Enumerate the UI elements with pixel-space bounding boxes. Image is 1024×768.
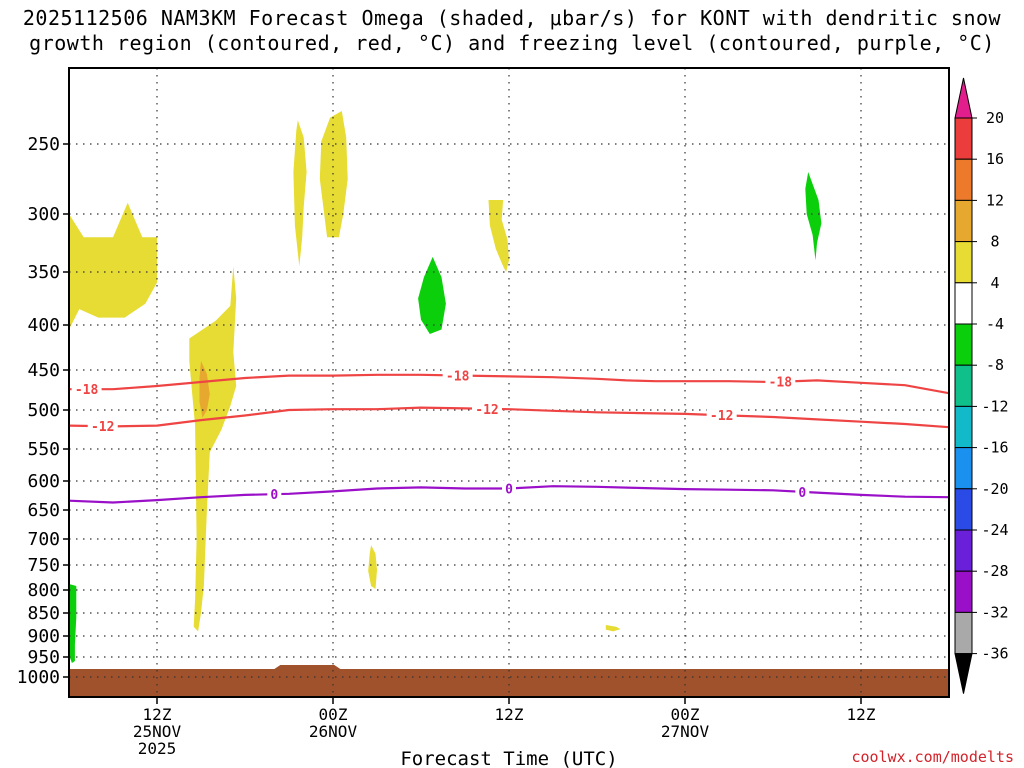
contour-label-bg — [87, 418, 118, 435]
colorbar-label-10: -24 — [981, 521, 1008, 539]
colorbar-label-6: -8 — [986, 356, 1004, 374]
colorbar-label-11: -28 — [981, 562, 1008, 580]
colorbar-arrow-bottom — [954, 653, 973, 694]
x-axis-title: Forecast Time (UTC) — [400, 748, 617, 768]
shaded-region-lift-low-21z — [368, 545, 377, 589]
x-tick-label-30: 12Z — [495, 705, 524, 724]
y-tick-label-800: 800 — [27, 580, 60, 601]
colorbar-bin-11 — [954, 529, 973, 572]
contour-label--12-0: -12 — [91, 420, 114, 435]
y-tick-label-500: 500 — [27, 400, 60, 421]
colorbar-bin-7 — [954, 364, 973, 407]
colorbar-label-7: -12 — [981, 397, 1008, 415]
contour-label-bg — [795, 483, 810, 500]
colorbar-bin-13 — [954, 611, 973, 655]
shaded-region-sink-25z — [418, 256, 446, 334]
y-tick-label-550: 550 — [27, 439, 60, 460]
colorbar-label-0: 20 — [986, 109, 1004, 127]
contour-label--12-2: -12 — [710, 409, 733, 424]
contour-label--18-0: -18 — [75, 383, 99, 398]
contour-label-bg — [472, 400, 502, 417]
shaded-region-sink-50z — [805, 172, 822, 261]
shaded-region-lift-speck-37z — [605, 625, 621, 632]
contour-label--18-2: -18 — [769, 376, 793, 391]
y-axis: 2503003504004505005506006507007508008509… — [17, 134, 69, 688]
contour-label--18-1: -18 — [446, 369, 470, 384]
contour-label-0-2: 0 — [798, 486, 806, 501]
shaded-region-sink-left-low — [69, 584, 77, 663]
y-tick-label-850: 850 — [27, 603, 60, 624]
shaded-region-lift-column-9z — [189, 266, 237, 632]
x-tick-label-54: 12Z — [847, 705, 876, 724]
colorbar-bin-5 — [954, 282, 973, 325]
colorbar-label-1: 16 — [986, 150, 1004, 168]
site-credit: coolwx.com/modelts — [851, 748, 1014, 766]
colorbar-label-9: -20 — [981, 480, 1008, 498]
y-tick-label-950: 950 — [27, 647, 60, 668]
y-tick-label-600: 600 — [27, 471, 60, 492]
shaded-region-lift-upper-17z — [293, 120, 307, 267]
contour-label-bg — [765, 373, 796, 390]
y-tick-label-400: 400 — [27, 315, 60, 336]
y-tick-label-450: 450 — [27, 360, 60, 381]
ground-fill — [69, 669, 949, 697]
colorbar-label-5: -4 — [986, 315, 1004, 333]
colorbar-bin-3 — [954, 199, 973, 243]
colorbar-label-12: -32 — [981, 603, 1008, 621]
colorbar-bin-9 — [954, 447, 973, 490]
contour-label-0-1: 0 — [505, 483, 513, 498]
colorbar-label-8: -16 — [981, 439, 1008, 457]
y-tick-label-1000: 1000 — [17, 667, 60, 688]
contour-label-bg — [502, 480, 516, 497]
colorbar-bin-2 — [954, 158, 973, 201]
y-tick-label-350: 350 — [27, 262, 60, 283]
contour-label-bg — [706, 407, 737, 424]
shaded-region-lift-upper-19z — [319, 111, 348, 238]
chart-title-line-2: growth region (contoured, red, °C) and f… — [29, 31, 995, 55]
x-tick-date-18: 26NOV — [309, 722, 358, 741]
omega-shading-layer — [69, 111, 822, 663]
contour-label-bg — [442, 367, 473, 384]
colorbar-bin-10 — [954, 488, 973, 531]
shaded-region-lift-core-9z — [199, 361, 210, 418]
colorbar-bin-8 — [954, 405, 973, 449]
colorbar-bin-12 — [954, 570, 973, 613]
colorbar: 20 16 12 8 4 -4 -8 -12 -16 -20 -24 -28 -32 -36 — [954, 77, 1009, 694]
x-tick-label-18: 00Z — [319, 705, 348, 724]
x-tick-label-42: 00Z — [671, 705, 700, 724]
y-tick-label-900: 900 — [27, 626, 60, 647]
colorbar-bin-4 — [954, 241, 973, 284]
colorbar-arrow-top — [954, 77, 973, 119]
colorbar-bin-6 — [954, 323, 973, 366]
shaded-region-lift-upper-28z — [488, 200, 509, 272]
shaded-region-lift-upper-left — [69, 202, 157, 330]
contour-label-0-0: 0 — [270, 488, 278, 503]
contour-layer: -18 -18 -18 -12 -12 -12 0 0 0 — [69, 367, 949, 504]
y-tick-label-750: 750 — [27, 555, 60, 576]
x-tick-year-6: 2025 — [138, 739, 177, 758]
contour-line--12 — [69, 406, 949, 429]
x-tick-label-6: 12Z — [143, 705, 172, 724]
y-tick-label-300: 300 — [27, 204, 60, 225]
y-tick-label-700: 700 — [27, 529, 60, 550]
contour-label-bg — [267, 486, 282, 503]
contour-label--12-1: -12 — [475, 403, 498, 418]
y-tick-label-650: 650 — [27, 500, 60, 521]
colorbar-label-4: 4 — [990, 274, 999, 292]
chart-title-line-1: 2025112506 NAM3KM Forecast Omega (shaded… — [22, 6, 1002, 30]
x-tick-date-6: 25NOV — [133, 722, 182, 741]
colorbar-bin-1 — [954, 117, 973, 160]
ground-bump — [274, 665, 341, 669]
contour-label-bg — [71, 381, 102, 398]
colorbar-label-2: 12 — [986, 191, 1004, 209]
colorbar-label-13: -36 — [981, 645, 1008, 663]
x-tick-date-42: 27NOV — [661, 722, 710, 741]
y-tick-label-250: 250 — [27, 134, 60, 155]
colorbar-label-3: 8 — [990, 233, 999, 251]
